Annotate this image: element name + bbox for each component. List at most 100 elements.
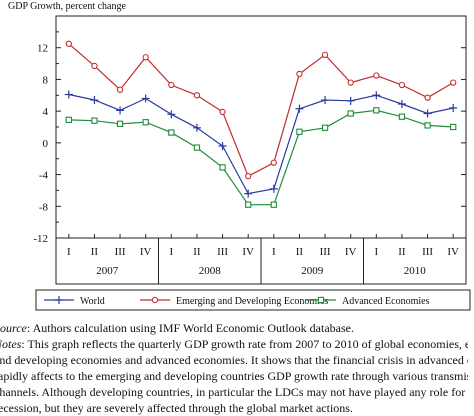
y-tick-label: 12 <box>37 43 48 55</box>
y-tick-label: -4 <box>39 170 49 182</box>
data-point <box>296 70 303 78</box>
x-tick-label: III <box>217 246 228 258</box>
data-point <box>321 124 329 131</box>
data-point <box>450 123 457 131</box>
data-point <box>141 94 150 103</box>
y-tick-label: -8 <box>39 201 49 213</box>
data-point <box>321 51 329 58</box>
legend-item: Emerging and Developing Economies <box>140 296 328 307</box>
data-point <box>219 164 226 171</box>
legend-frame <box>35 289 471 311</box>
data-point <box>397 100 406 109</box>
x-tick-label: IV <box>140 246 152 258</box>
year-label: 2007 <box>96 265 119 277</box>
notes-line-5: recession, but they are severely affecte… <box>0 401 353 415</box>
data-point <box>295 104 304 113</box>
series-emerging-and-developing-economies <box>65 40 457 180</box>
data-point <box>116 106 125 115</box>
data-point <box>398 81 406 89</box>
x-tick-label: IV <box>242 246 254 258</box>
data-point <box>218 142 227 151</box>
data-point <box>151 296 159 304</box>
series-line <box>68 109 454 206</box>
y-tick-label: 4 <box>43 106 49 118</box>
y-tick-label: -12 <box>33 233 48 245</box>
legend: World Emerging and Developing Economies Ad… <box>35 289 471 311</box>
data-point <box>347 110 354 117</box>
year-label: 2008 <box>199 265 222 277</box>
notes-line-4: channels. Although developing countries,… <box>0 385 468 399</box>
series-line <box>68 43 454 178</box>
notes-line-3: rapidly affects to the emerging and deve… <box>0 369 468 383</box>
data-point <box>64 90 73 99</box>
data-point <box>245 173 252 180</box>
data-point <box>245 201 252 208</box>
data-point <box>449 103 458 112</box>
x-tick-label: II <box>398 246 406 258</box>
x-tick-label: I <box>67 246 71 258</box>
notes-line-2: and developing economies and advanced ec… <box>0 353 468 367</box>
data-point <box>168 129 175 136</box>
x-tick-label: III <box>422 246 433 258</box>
data-point <box>317 296 325 304</box>
data-point <box>347 79 354 86</box>
data-point <box>346 96 355 105</box>
data-point <box>90 96 99 105</box>
series-advanced-economies <box>65 107 457 208</box>
data-point <box>219 108 226 116</box>
notes-line-1: Notes: This graph reflects the quarterly… <box>0 336 468 352</box>
source-text: : Authors calculation using IMF World Ec… <box>26 321 354 335</box>
data-point <box>424 94 431 101</box>
data-point <box>193 92 201 99</box>
series-world <box>64 90 458 198</box>
data-point <box>424 122 431 129</box>
data-point <box>373 107 380 114</box>
x-tick-label: II <box>296 246 304 258</box>
data-point <box>65 116 72 124</box>
data-point <box>372 91 381 100</box>
data-point <box>244 189 253 198</box>
x-tick-label: I <box>272 246 276 258</box>
x-tick-label: IV <box>345 246 357 258</box>
year-label: 2009 <box>301 265 324 277</box>
y-axis-title: GDP Growth, percent change <box>8 1 126 12</box>
year-label: 2010 <box>404 265 427 277</box>
legend-label: Emerging and Developing Economies <box>176 296 328 307</box>
x-tick-label: III <box>115 246 126 258</box>
data-point <box>168 81 175 89</box>
data-point <box>142 54 149 61</box>
legend-label: World <box>80 296 105 307</box>
x-tick-label: II <box>91 246 99 258</box>
data-point <box>91 62 98 70</box>
data-point <box>269 184 278 193</box>
notes-label: Notes <box>0 337 22 351</box>
x-tick-label: III <box>320 246 331 258</box>
data-point <box>423 109 432 118</box>
legend-item: World <box>44 296 105 307</box>
legend-item: Advanced Economies <box>306 296 430 307</box>
source-note: Source: Authors calculation using IMF Wo… <box>0 320 468 336</box>
data-point <box>296 128 303 135</box>
data-point <box>321 96 330 105</box>
y-tick-label: 0 <box>43 138 49 150</box>
notes-text-1: : This graph reflects the quarterly GDP … <box>21 337 468 351</box>
data-point <box>167 110 176 119</box>
data-point <box>270 201 277 208</box>
y-tick-label: 8 <box>43 74 49 86</box>
data-point <box>116 120 124 127</box>
data-point <box>450 79 457 86</box>
data-point <box>270 159 277 166</box>
data-point <box>192 123 201 132</box>
x-tick-label: I <box>169 246 173 258</box>
data-point <box>65 40 72 47</box>
series-line <box>68 93 454 195</box>
data-point <box>91 117 98 124</box>
x-tick-label: IV <box>447 246 459 258</box>
x-tick-label: I <box>374 246 378 258</box>
data-point <box>142 119 149 126</box>
x-tick-label: II <box>193 246 201 258</box>
legend-label: Advanced Economies <box>342 296 430 307</box>
data-point <box>116 86 124 93</box>
data-point <box>373 72 380 79</box>
